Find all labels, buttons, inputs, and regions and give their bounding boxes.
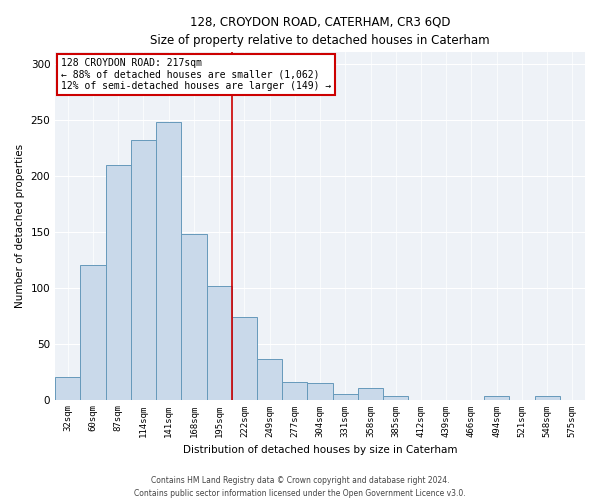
Bar bbox=[332, 394, 358, 400]
Bar bbox=[156, 122, 181, 400]
Bar bbox=[106, 166, 131, 400]
Bar bbox=[282, 382, 307, 400]
Text: Contains HM Land Registry data © Crown copyright and database right 2024.
Contai: Contains HM Land Registry data © Crown c… bbox=[134, 476, 466, 498]
Bar bbox=[55, 377, 80, 400]
Bar bbox=[181, 234, 206, 400]
Bar bbox=[358, 388, 383, 400]
Bar bbox=[80, 265, 106, 400]
Bar bbox=[484, 396, 509, 400]
Y-axis label: Number of detached properties: Number of detached properties bbox=[15, 144, 25, 308]
Bar bbox=[383, 396, 409, 400]
Text: 128 CROYDON ROAD: 217sqm
← 88% of detached houses are smaller (1,062)
12% of sem: 128 CROYDON ROAD: 217sqm ← 88% of detach… bbox=[61, 58, 331, 91]
Title: 128, CROYDON ROAD, CATERHAM, CR3 6QD
Size of property relative to detached house: 128, CROYDON ROAD, CATERHAM, CR3 6QD Siz… bbox=[150, 15, 490, 47]
Bar bbox=[131, 140, 156, 400]
Bar bbox=[257, 359, 282, 400]
Bar bbox=[206, 286, 232, 400]
Bar bbox=[307, 383, 332, 400]
X-axis label: Distribution of detached houses by size in Caterham: Distribution of detached houses by size … bbox=[183, 445, 457, 455]
Bar bbox=[535, 396, 560, 400]
Bar bbox=[232, 316, 257, 400]
